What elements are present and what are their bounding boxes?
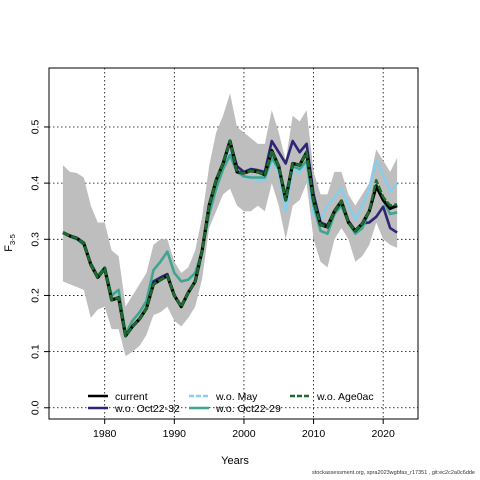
legend-label-w-o-oct22-29: w.o. Oct22-29 <box>215 403 281 415</box>
y-axis-title: F3-5 <box>3 234 17 252</box>
footer-text: stockassessment.org, spra2023wgbfas_r173… <box>312 470 475 476</box>
y-axis-title-subscript: 3-5 <box>8 234 17 245</box>
series-lines <box>62 139 399 338</box>
y-tick-label-0.2: 0.2 <box>30 288 42 303</box>
x-tick-label-2020: 2020 <box>372 428 396 440</box>
confidence-band-area <box>62 93 398 357</box>
legend-label-w-o-age0ac: w.o. Age0ac <box>316 391 374 403</box>
confidence-band <box>62 93 398 357</box>
y-tick-label-0: 0.0 <box>30 400 42 415</box>
y-tick-label-0.4: 0.4 <box>30 176 42 191</box>
x-tick-label-1990: 1990 <box>163 428 187 440</box>
plot-frame <box>48 67 419 420</box>
y-axis-title-main: F <box>3 245 15 252</box>
x-tick-label-2000: 2000 <box>232 428 256 440</box>
x-tick-label-2010: 2010 <box>302 428 326 440</box>
x-tick-label-1980: 1980 <box>93 428 117 440</box>
x-axis: 1980 1990 2000 2010 2020 <box>93 419 395 440</box>
y-tick-label-0.1: 0.1 <box>30 344 42 359</box>
x-axis-title: Years <box>221 455 249 467</box>
y-tick-label-0.3: 0.3 <box>30 232 42 247</box>
y-tick-label-0.5: 0.5 <box>30 120 42 135</box>
legend-label-w-o-may: w.o. May <box>215 391 258 403</box>
legend-label-w-o-oct22-32: w.o. Oct22-32 <box>114 403 180 415</box>
legend-label-current: current <box>115 391 148 403</box>
series-line-w-o-age0ac <box>62 139 398 338</box>
y-axis: 0.0 0.1 0.2 0.3 0.4 0.5 <box>30 120 49 415</box>
